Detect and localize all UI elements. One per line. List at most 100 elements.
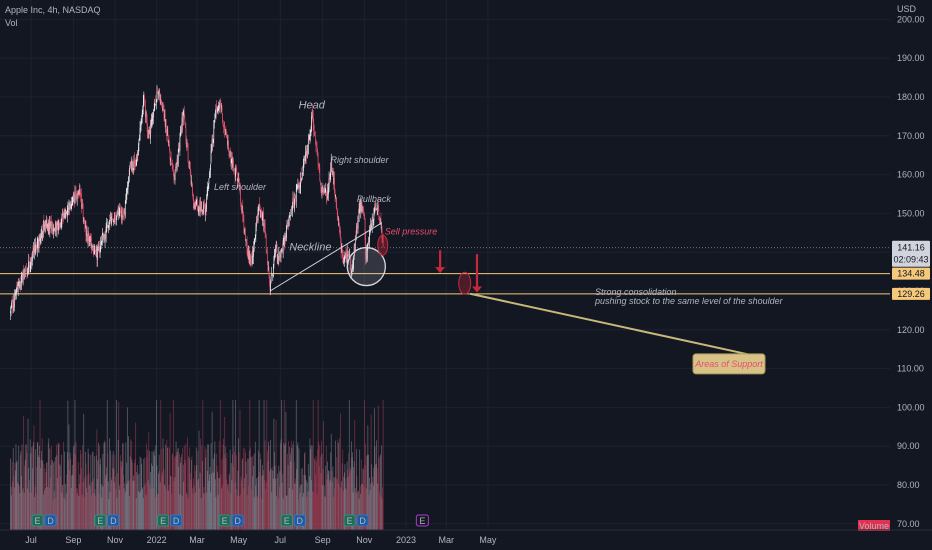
candle-body: [317, 150, 318, 156]
candle-body: [15, 292, 16, 296]
candle-body: [74, 200, 75, 204]
dividend-marker: [356, 514, 369, 527]
volume-bar: [41, 438, 43, 530]
candle-body: [16, 284, 18, 290]
volume-bar: [110, 450, 111, 530]
volume-bar: [218, 441, 220, 530]
volume-bar: [251, 456, 253, 530]
candle-body: [265, 237, 267, 251]
volume-bar: [12, 481, 14, 530]
candle-body: [294, 196, 296, 198]
volume-bar: [183, 481, 185, 530]
volume-bar: [179, 494, 181, 530]
candle-body: [272, 265, 274, 277]
volume-bar: [236, 489, 238, 530]
candle-body: [49, 221, 51, 234]
candle-body: [53, 228, 55, 232]
volume-badge-label: Volume: [859, 521, 889, 531]
volume-bar: [46, 462, 48, 530]
price-tick-label: 70.00: [897, 519, 920, 529]
volume-bar: [242, 457, 244, 530]
volume-bar: [274, 465, 276, 530]
candle-body: [276, 245, 277, 247]
candle-body: [138, 140, 140, 145]
candle-body: [359, 201, 361, 211]
sell-pressure-ellipse: [377, 234, 389, 256]
candle-body: [277, 256, 279, 261]
candle-body: [138, 146, 139, 156]
candle-body: [11, 300, 13, 302]
time-axis[interactable]: Jul Sep Nov 2022 Mar May Jul Sep Nov 2023 Mar May: [25, 535, 497, 545]
volume-bar: [123, 488, 125, 530]
candle-body: [121, 211, 122, 221]
volume-bar: [182, 464, 184, 530]
candle-body: [176, 158, 178, 168]
volume-bar: [294, 483, 296, 530]
candle-body: [118, 212, 120, 214]
candle-body: [89, 237, 91, 241]
candle-body: [19, 280, 21, 287]
candle-body: [119, 207, 121, 212]
volume-bar: [63, 442, 64, 530]
volume-bar: [375, 463, 377, 530]
candle-body: [295, 196, 297, 202]
volume-bar: [82, 444, 84, 530]
volume-bar: [352, 452, 353, 530]
candle-body: [320, 186, 322, 189]
candle-body: [297, 186, 298, 188]
candle-body: [146, 114, 147, 122]
candle-body: [25, 269, 27, 272]
volume-bar: [157, 494, 158, 530]
candle-body: [298, 185, 300, 188]
last-price-tag: [892, 240, 930, 267]
volume-bar: [23, 492, 25, 530]
candle-body: [123, 213, 124, 214]
candle-body: [274, 253, 275, 260]
candle-body: [361, 205, 363, 211]
volume-bar: [60, 476, 62, 530]
volume-bar: [74, 400, 76, 530]
candle-body: [162, 106, 163, 111]
candle-body: [335, 194, 336, 197]
candle-body: [172, 163, 174, 170]
candle-body: [352, 265, 353, 270]
volume-bar: [88, 453, 90, 530]
volume-bar: [83, 497, 85, 530]
candle-body: [284, 236, 286, 240]
candle-body: [118, 209, 120, 212]
candle-body: [227, 137, 228, 145]
volume-bar: [178, 453, 180, 530]
volume-bar: [342, 491, 344, 530]
candle-body: [203, 201, 205, 204]
candle-body: [174, 172, 176, 181]
candle-body: [206, 189, 208, 196]
volume-bar: [25, 444, 27, 530]
candle-body: [35, 245, 37, 247]
dividend-marker: [170, 514, 183, 527]
candle-body: [167, 131, 169, 142]
volume-bar: [109, 438, 110, 530]
candle-body: [211, 147, 212, 149]
volume-bar: [239, 410, 241, 530]
volume-bar: [16, 462, 17, 530]
candle-body: [382, 236, 384, 247]
volume-bar: [235, 455, 237, 530]
volume-bar: [331, 481, 333, 530]
candle-body: [236, 169, 238, 173]
candle-body: [32, 249, 34, 252]
candle-body: [371, 224, 373, 228]
volume-bar: [324, 496, 326, 530]
volume-bar: [268, 441, 269, 530]
volume-bar: [92, 451, 94, 530]
candle-body: [222, 120, 224, 124]
candle-body: [271, 274, 273, 276]
candle-body: [280, 251, 282, 258]
candle-body: [201, 210, 203, 212]
volume-bar: [285, 411, 287, 530]
candle-body: [81, 193, 82, 209]
volume-bar: [135, 498, 137, 530]
candle-body: [156, 92, 158, 102]
candle-body: [128, 174, 130, 176]
candle-body: [239, 189, 241, 190]
